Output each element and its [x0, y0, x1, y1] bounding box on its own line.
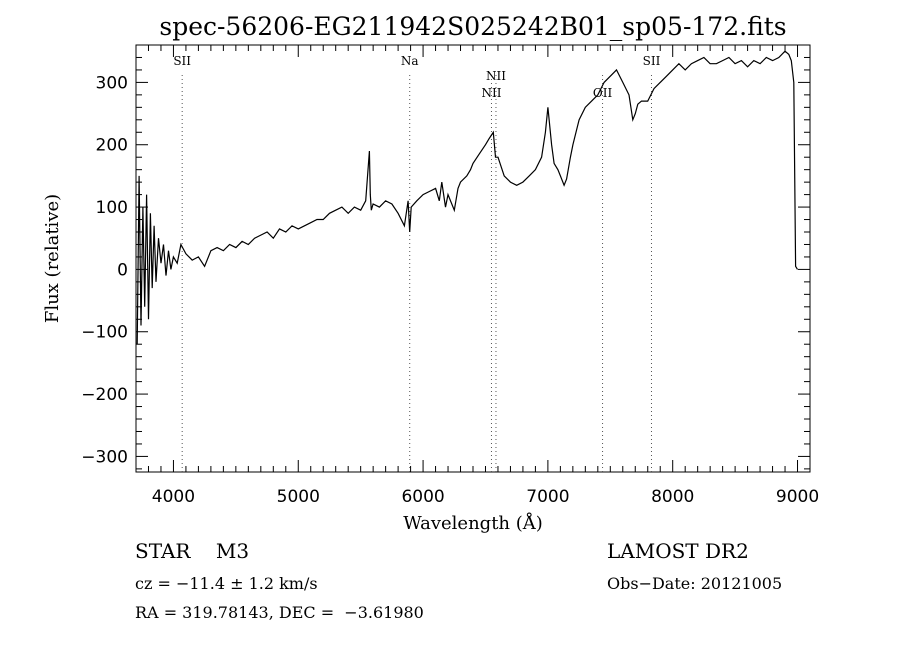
- x-tick-label: 5000: [277, 487, 320, 507]
- line-marker-label: NII: [481, 86, 501, 100]
- y-tick-label: −100: [81, 323, 128, 343]
- x-tick-label: 9000: [776, 487, 819, 507]
- survey-label: LAMOST DR2: [607, 539, 749, 563]
- y-tick-label: 0: [117, 260, 128, 280]
- y-tick-label: −200: [81, 385, 128, 405]
- plot-frame: [135, 44, 811, 473]
- y-tick-label: −300: [81, 447, 128, 467]
- x-tick-label: 7000: [526, 487, 569, 507]
- line-marker-label: SII: [643, 54, 661, 68]
- line-marker-label: SII: [173, 54, 191, 68]
- y-tick-label: 200: [96, 136, 128, 156]
- line-marker-label: OII: [593, 86, 613, 100]
- x-tick-label: 8000: [651, 487, 694, 507]
- x-axis-label: Wavelength (Å): [403, 512, 543, 534]
- line-marker-label: NII: [486, 69, 506, 83]
- obs-date-label: Obs−Date: 20121005: [607, 574, 783, 593]
- chart-title: spec-56206-EG211942S025242B01_sp05-172.f…: [159, 12, 786, 41]
- class-label: STAR: [135, 539, 191, 563]
- line-marker-label: Na: [401, 54, 419, 68]
- y-tick-label: 100: [96, 198, 128, 218]
- x-tick-label: 6000: [401, 487, 444, 507]
- coordinates-label: RA = 319.78143, DEC = −3.61980: [135, 603, 424, 622]
- spectrum-line: [136, 50, 799, 345]
- y-axis-label: Flux (relative): [42, 194, 63, 323]
- redshift-label: cz = −11.4 ± 1.2 km/s: [135, 574, 318, 593]
- x-tick-label: 4000: [152, 487, 195, 507]
- subclass-label: M3: [215, 539, 250, 563]
- object-class: STAR M3: [135, 539, 249, 563]
- y-tick-label: 300: [96, 73, 128, 93]
